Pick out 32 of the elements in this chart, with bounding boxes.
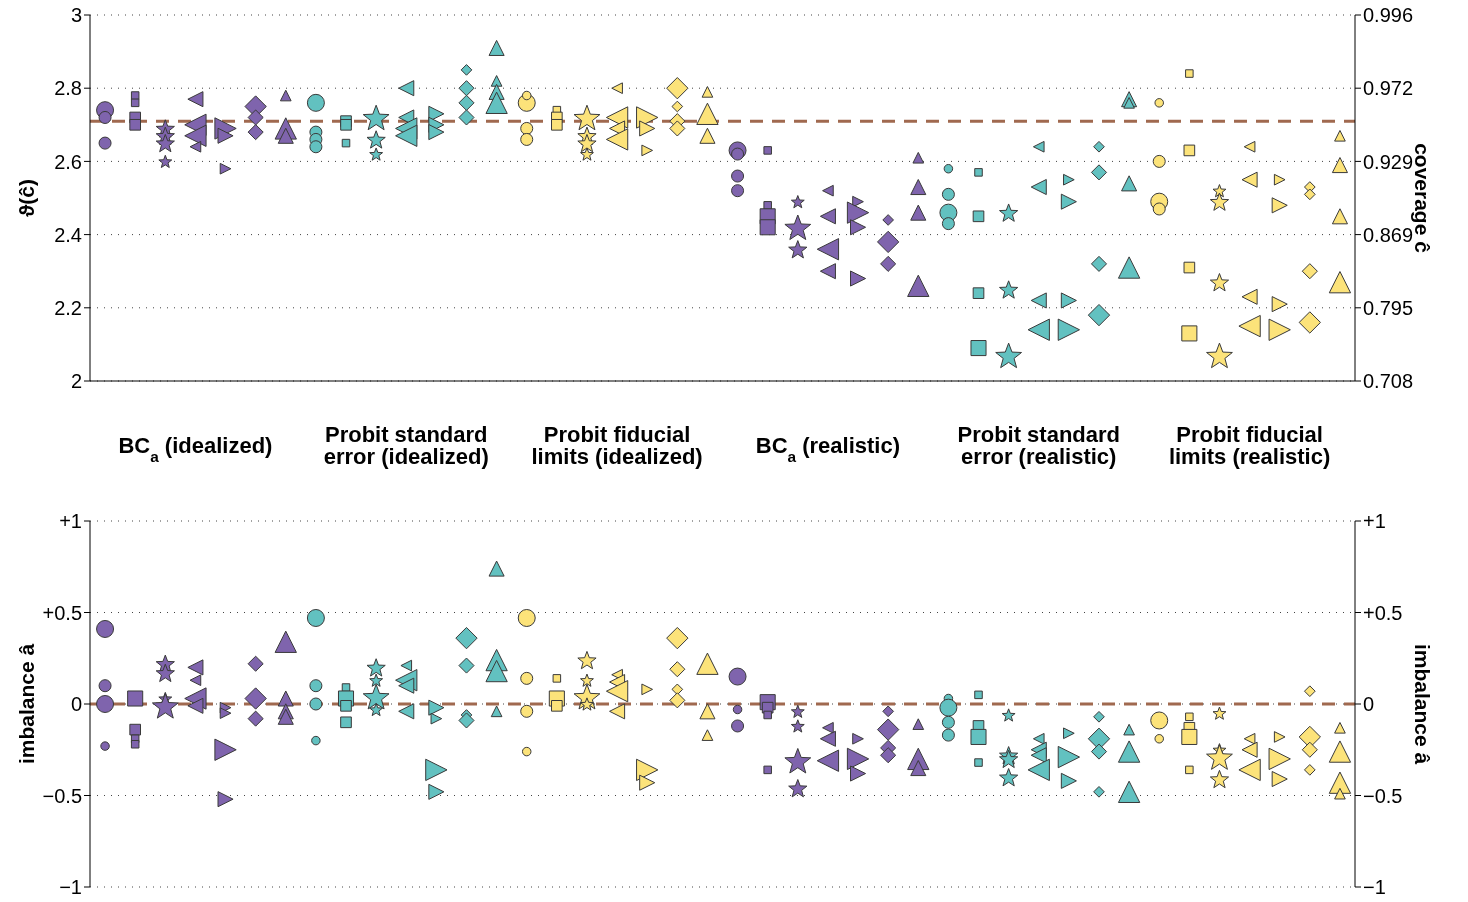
y-tick-label: 0: [70, 693, 82, 716]
y2-tick-label: 0: [1363, 693, 1375, 716]
y2-tick-label: +1: [1363, 510, 1386, 533]
category-label: 0.795: [1363, 296, 1414, 319]
y-tick-label: 2: [70, 370, 82, 393]
y2-tick-label: −0.5: [1363, 784, 1403, 807]
category-label: 0.996: [1363, 4, 1414, 27]
x-tick-label: BC$_{a}$ (idealized): [118, 433, 273, 465]
y2-tick-label: +0.5: [1363, 601, 1403, 624]
y-axis-title: imbalance â: [14, 643, 38, 765]
category-label: 0.708: [1363, 370, 1414, 393]
category-label: 0.869: [1363, 223, 1414, 246]
y-tick-label: −1: [59, 876, 82, 899]
y-tick-label: 2.4: [54, 223, 82, 246]
y-tick-label: 2.2: [54, 296, 82, 319]
category-label: 0.972: [1363, 77, 1414, 100]
y-axis-title: ϑ(ĉ): [14, 179, 38, 217]
x-tick-label: Probit standard error (idealized): [323, 422, 489, 469]
x-tick-label: BC$_{a}$ (realistic): [755, 433, 901, 465]
x-tick-label: Probit standard error (realistic): [957, 422, 1121, 469]
y-tick-label: 3: [70, 4, 82, 27]
y-tick-label: 2.6: [54, 150, 82, 173]
y2-axis-title: coverage ĉ: [1411, 143, 1435, 254]
x-tick-label: Probit fiducial limits (idealized): [531, 422, 703, 469]
y2-axis-title: imbalance â: [1411, 643, 1435, 765]
x-tick-label: Probit fiducial limits (realistic): [1168, 422, 1331, 469]
y-tick-label: +1: [59, 510, 82, 533]
y-tick-label: −0.5: [42, 784, 82, 807]
y-tick-label: 2.8: [54, 77, 82, 100]
category-label: 0.929: [1363, 150, 1414, 173]
y-tick-label: +0.5: [42, 601, 82, 624]
y2-tick-label: −1: [1363, 876, 1386, 899]
